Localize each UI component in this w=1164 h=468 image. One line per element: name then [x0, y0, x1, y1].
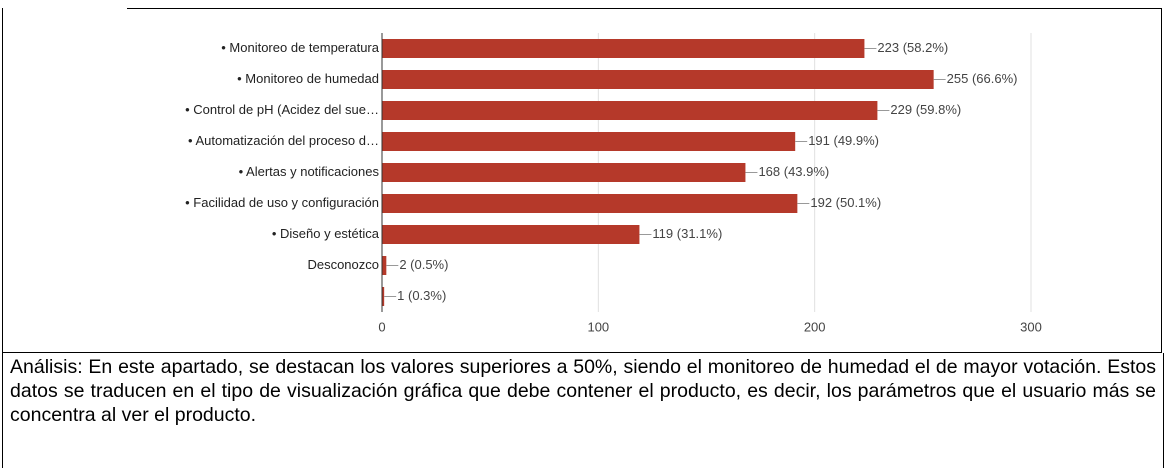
bar	[382, 256, 387, 275]
category-label: • Alertas y notificaciones	[239, 164, 380, 179]
x-tick-label: 300	[1020, 319, 1042, 334]
data-label: 1 (0.3%)	[397, 288, 446, 303]
border	[127, 8, 1162, 9]
data-label: 2 (0.5%)	[399, 257, 448, 272]
category-label: Desconozco	[307, 257, 379, 272]
chart-cell	[2, 8, 1162, 353]
category-label: • Control de pH (Acidez del sue…	[185, 102, 379, 117]
data-label: 223 (58.2%)	[877, 40, 948, 55]
category-label: • Automatización del proceso d…	[188, 133, 379, 148]
category-label: • Monitoreo de temperatura	[221, 40, 380, 55]
x-tick-label: 100	[587, 319, 609, 334]
data-label: 119 (31.1%)	[652, 226, 722, 241]
data-label: 192 (50.1%)	[810, 195, 881, 210]
bar	[382, 194, 798, 213]
category-label: • Diseño y estética	[272, 226, 380, 241]
analysis-text: Análisis: En este apartado, se destacan …	[2, 353, 1164, 468]
bar	[382, 132, 796, 151]
data-label: 255 (66.6%)	[947, 71, 1018, 86]
data-label: 229 (59.8%)	[890, 102, 961, 117]
bar	[382, 163, 746, 182]
bar	[382, 70, 934, 89]
data-label: 168 (43.9%)	[758, 164, 829, 179]
x-tick-label: 200	[804, 319, 826, 334]
category-label: • Facilidad de uso y configuración	[185, 195, 379, 210]
bar	[382, 101, 878, 120]
chart: 0 100 200 300 • Monitoreo de temperatura 223 …	[185, 33, 1042, 334]
data-label: 191 (49.9%)	[808, 133, 879, 148]
bar	[382, 287, 385, 306]
x-tick-label: 0	[378, 319, 385, 334]
category-label: • Monitoreo de humedad	[237, 71, 379, 86]
bar	[382, 225, 640, 244]
bar	[382, 39, 865, 58]
